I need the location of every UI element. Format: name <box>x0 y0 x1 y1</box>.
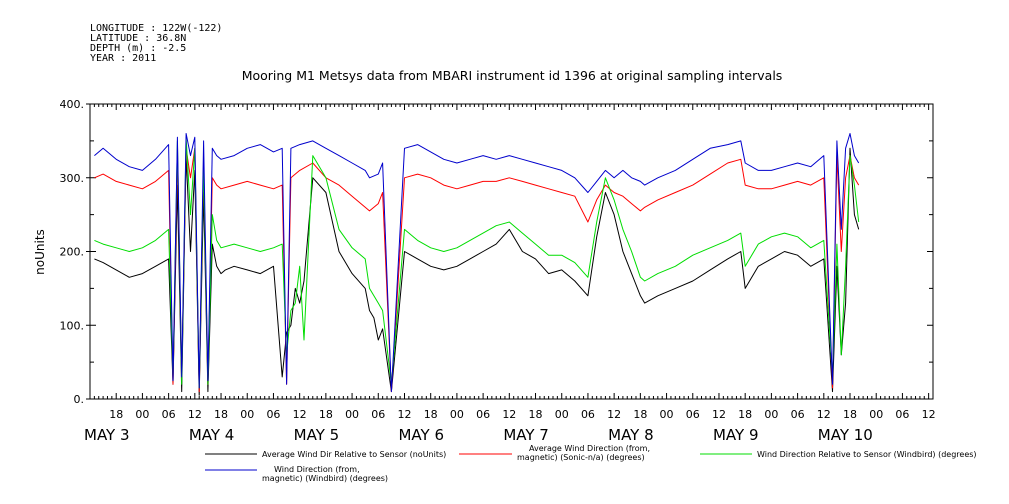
x-tick-label: 00 <box>555 408 569 421</box>
y-axis-title: noUnits <box>33 229 47 275</box>
legend: Average Wind Dir Relative to Sensor (noU… <box>205 444 977 483</box>
plot-frame <box>89 103 934 400</box>
series-line-3 <box>94 136 860 389</box>
x-tick-label: 06 <box>686 408 700 421</box>
x-tick-label: 06 <box>791 408 805 421</box>
legend-label-4: Wind Direction (from, magnetic) (Windbird… <box>262 465 388 483</box>
meta-longitude: LONGITUDE : 122W(-122) <box>90 23 222 34</box>
meta-year: YEAR : 2011 <box>90 53 156 64</box>
x-axis-ticks: 18 00 06 12 18 00 06 12 18 00 06 12 18 00 06 12 18 00 06 12… <box>109 408 935 421</box>
x-tick-label: 12 <box>397 408 411 421</box>
series-group <box>94 133 860 396</box>
x-tick-label: 18 <box>529 408 543 421</box>
x-tick-label: 00 <box>240 408 254 421</box>
x-tick-label: 18 <box>319 408 333 421</box>
series-line-4 <box>94 133 860 393</box>
x-tick-label: 12 <box>817 408 831 421</box>
x-tick-label: 12 <box>188 408 202 421</box>
x-tick-label: 18 <box>843 408 857 421</box>
x-tick-label: 12 <box>502 408 516 421</box>
x-tick-label: 06 <box>162 408 176 421</box>
x-day-label: MAY 8 <box>608 426 654 444</box>
y-tick-label: 200. <box>60 246 85 259</box>
x-tick-label: 12 <box>293 408 307 421</box>
x-tick-label: 06 <box>266 408 280 421</box>
x-tick-label: 18 <box>633 408 647 421</box>
y-tick-label: 100. <box>60 319 85 332</box>
x-tick-label: 00 <box>660 408 674 421</box>
x-day-label: MAY 7 <box>503 426 549 444</box>
legend-label-2: Average Wind Direction (from, magnetic) (… <box>517 444 650 462</box>
x-day-label: MAY 4 <box>189 426 235 444</box>
x-tick-label: 12 <box>712 408 726 421</box>
x-tick-label: 18 <box>109 408 123 421</box>
x-axis-day-labels: MAY 3 MAY 4 MAY 5 MAY 6 MAY 7 MAY 8 MAY 9 MAY 1… <box>84 426 873 444</box>
minor-ticks <box>89 104 934 399</box>
x-tick-label: 06 <box>581 408 595 421</box>
x-tick-label: 18 <box>738 408 752 421</box>
x-tick-label: 18 <box>424 408 438 421</box>
x-tick-label: 06 <box>371 408 385 421</box>
x-day-label: MAY 10 <box>818 426 873 444</box>
x-tick-label: 12 <box>922 408 936 421</box>
x-tick-label: 06 <box>895 408 909 421</box>
meta-depth: DEPTH (m) : -2.5 <box>90 43 186 54</box>
x-tick-label: 18 <box>214 408 228 421</box>
x-tick-label: 00 <box>450 408 464 421</box>
x-day-label: MAY 3 <box>84 426 130 444</box>
x-tick-label: 06 <box>476 408 490 421</box>
x-tick-label: 00 <box>135 408 149 421</box>
chart-title: Mooring M1 Metsys data from MBARI instru… <box>242 68 783 83</box>
x-day-label: MAY 6 <box>398 426 444 444</box>
y-tick-label: 300. <box>60 172 85 185</box>
x-tick-label: 00 <box>345 408 359 421</box>
y-tick-label: 400. <box>60 98 85 111</box>
x-day-label: MAY 9 <box>713 426 759 444</box>
y-tick-label: 0. <box>74 393 85 406</box>
legend-label-3: Wind Direction Relative to Sensor (Windb… <box>757 450 977 459</box>
x-day-label: MAY 5 <box>294 426 340 444</box>
meta-latitude: LATITUDE : 36.8N <box>90 33 186 44</box>
legend-label-1: Average Wind Dir Relative to Sensor (noU… <box>262 450 446 459</box>
x-tick-label: 00 <box>869 408 883 421</box>
x-tick-label: 00 <box>764 408 778 421</box>
y-axis-ticks: 0. 100. 200. 300. 400. <box>60 98 933 406</box>
x-tick-label: 12 <box>607 408 621 421</box>
